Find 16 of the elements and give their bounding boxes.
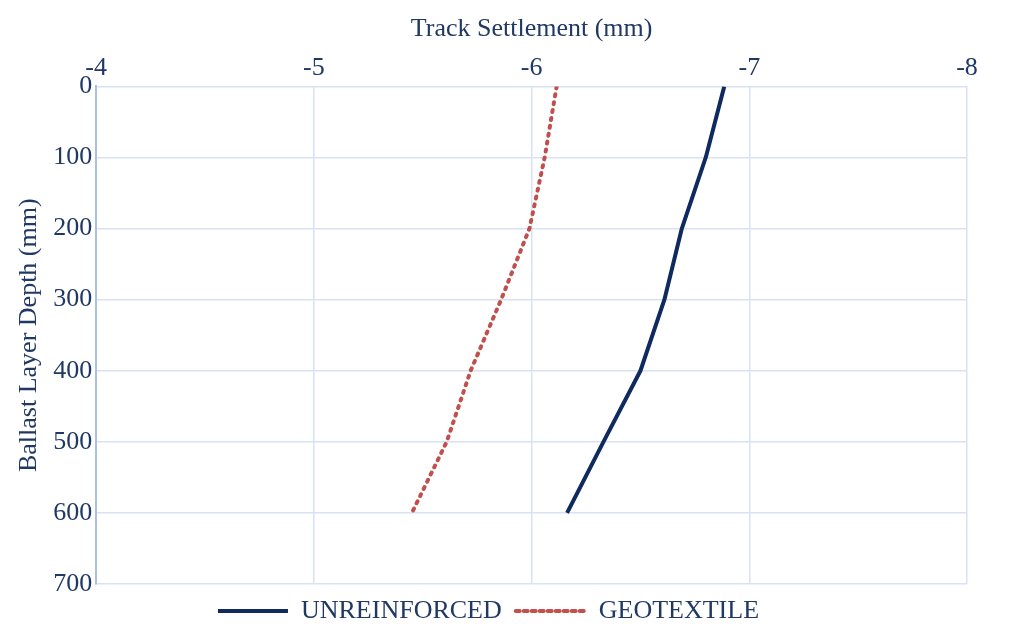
y-tick-label: 600	[53, 496, 93, 526]
legend-label: UNREINFORCED	[300, 594, 502, 624]
x-tick-label: -7	[738, 51, 761, 81]
x-tick-label: -5	[303, 51, 325, 81]
x-axis-title: Track Settlement (mm)	[410, 13, 653, 43]
y-tick-label: 700	[53, 567, 93, 597]
y-axis-title: Ballast Layer Depth (mm)	[13, 198, 43, 473]
y-tick-label: 100	[53, 141, 93, 171]
y-tick-label: 400	[53, 354, 93, 384]
x-tick-label: -6	[520, 51, 543, 81]
y-tick-label: 300	[53, 283, 93, 313]
legend-label: GEOTEXTILE	[598, 594, 760, 624]
x-tick-label: -8	[956, 51, 978, 81]
y-tick-label: 500	[53, 425, 93, 455]
line-series	[409, 86, 559, 515]
y-tick-label: 200	[53, 212, 93, 242]
